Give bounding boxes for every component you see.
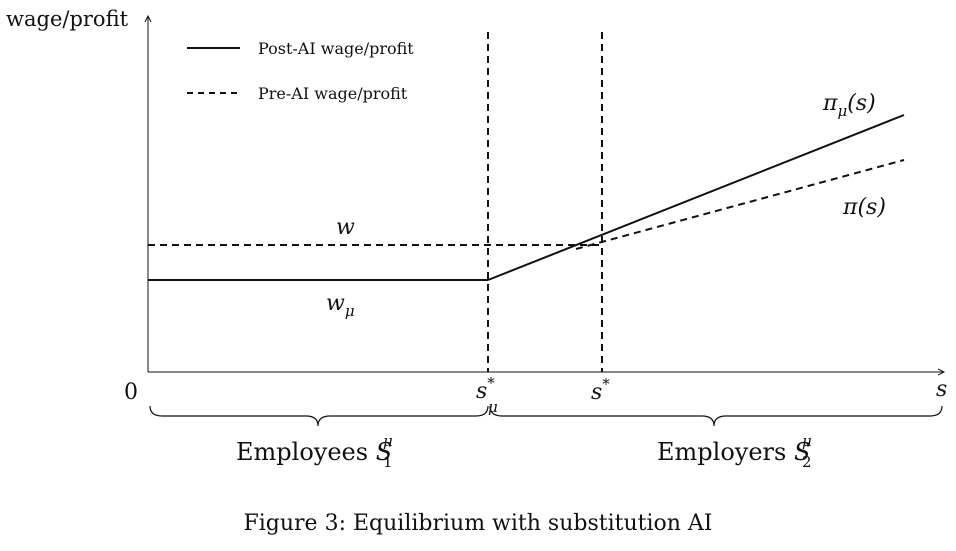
post-ai-profit-line <box>487 114 905 281</box>
employers-label-sub: 2 <box>802 453 812 471</box>
y-axis-label: wage/profit <box>6 7 129 31</box>
pi-mu-label: πμ(s) <box>822 91 876 120</box>
employers-label: Employers S <box>657 438 810 466</box>
s-star-label: s* <box>591 375 610 405</box>
employers-label-sup: μ <box>802 432 812 450</box>
origin-label: 0 <box>124 380 138 405</box>
employees-brace <box>149 405 489 427</box>
employees-label: Employees S <box>236 438 392 466</box>
s-mu-star-subscript: μ <box>488 398 498 416</box>
employees-label-sub: 1 <box>383 453 393 471</box>
pre-ai-profit-line <box>575 159 905 250</box>
legend-pre-label: Pre-AI wage/profit <box>258 84 408 103</box>
x-axis-label: s <box>936 377 947 402</box>
w-label: w <box>336 215 355 240</box>
w-mu-label: wμ <box>326 291 355 320</box>
employers-brace <box>489 405 943 427</box>
pi-label: π(s) <box>842 195 886 220</box>
figure-caption: Figure 3: Equilibrium with substitution … <box>243 511 712 536</box>
employees-label-sup: μ <box>383 432 393 450</box>
s-mu-star-label: s* <box>476 374 495 404</box>
legend-post-label: Post-AI wage/profit <box>258 39 414 58</box>
